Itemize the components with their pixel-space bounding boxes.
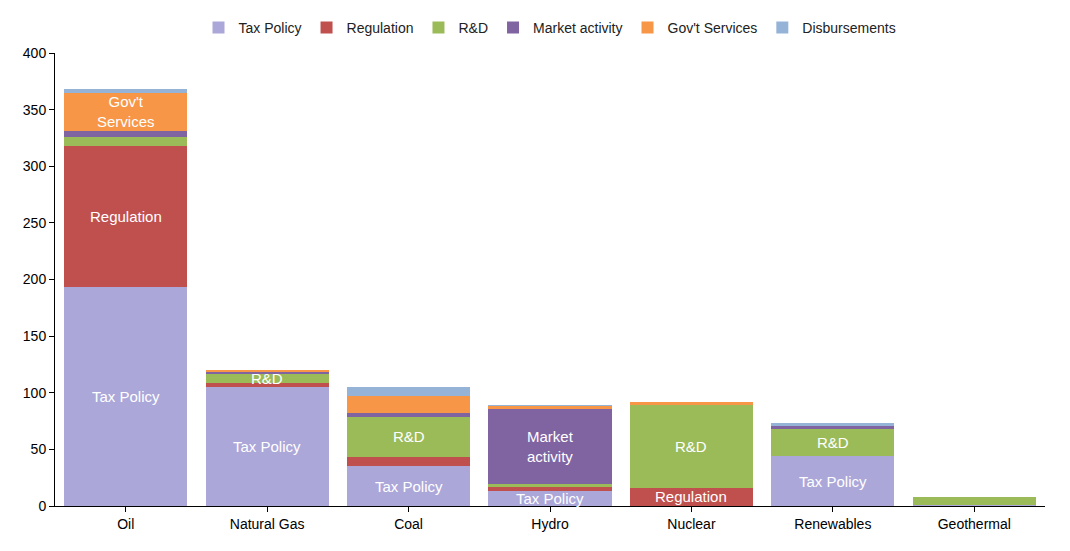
- svg-text:Tax Policy: Tax Policy: [239, 20, 302, 36]
- svg-text:Geothermal: Geothermal: [938, 516, 1011, 532]
- svg-text:R&D: R&D: [675, 438, 707, 455]
- svg-text:Disbursements: Disbursements: [802, 20, 895, 36]
- svg-text:Regulation: Regulation: [655, 488, 727, 505]
- svg-text:Regulation: Regulation: [90, 208, 162, 225]
- svg-text:Renewables: Renewables: [794, 516, 871, 532]
- svg-text:Tax Policy: Tax Policy: [92, 388, 160, 405]
- svg-text:300: 300: [23, 158, 47, 174]
- svg-text:Nuclear: Nuclear: [667, 516, 716, 532]
- svg-text:Marketactivity: Marketactivity: [527, 428, 574, 465]
- svg-text:Tax Policy: Tax Policy: [375, 478, 443, 495]
- svg-text:Natural Gas: Natural Gas: [230, 516, 305, 532]
- svg-text:50: 50: [31, 441, 47, 457]
- svg-text:Market activity: Market activity: [533, 20, 622, 36]
- svg-text:250: 250: [23, 215, 47, 231]
- svg-text:Tax Policy: Tax Policy: [799, 473, 867, 490]
- svg-text:Gov't Services: Gov't Services: [668, 20, 758, 36]
- svg-text:Hydro: Hydro: [531, 516, 569, 532]
- svg-text:100: 100: [23, 385, 47, 401]
- svg-text:Coal: Coal: [394, 516, 423, 532]
- svg-text:Regulation: Regulation: [347, 20, 414, 36]
- svg-text:Tax Policy: Tax Policy: [516, 490, 584, 507]
- svg-text:0: 0: [38, 498, 46, 514]
- svg-text:200: 200: [23, 271, 47, 287]
- svg-text:R&D: R&D: [251, 370, 283, 387]
- svg-text:350: 350: [23, 102, 47, 118]
- svg-text:400: 400: [23, 45, 47, 61]
- svg-text:Tax Policy: Tax Policy: [233, 438, 301, 455]
- svg-text:Oil: Oil: [117, 516, 134, 532]
- svg-text:150: 150: [23, 328, 47, 344]
- svg-text:R&D: R&D: [393, 428, 425, 445]
- svg-text:Gov'tServices: Gov'tServices: [97, 93, 155, 130]
- svg-text:R&D: R&D: [458, 20, 488, 36]
- svg-text:R&D: R&D: [817, 434, 849, 451]
